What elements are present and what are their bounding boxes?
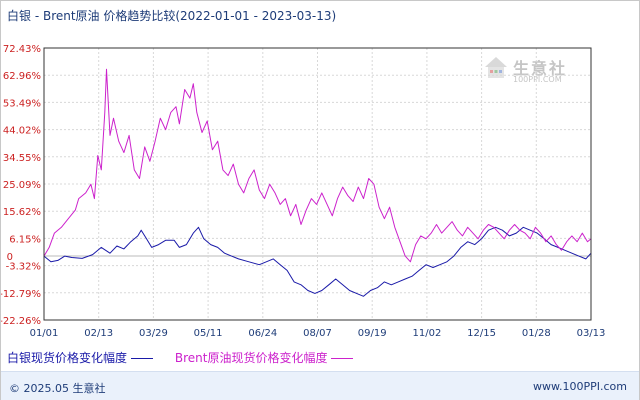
x-tick-label: 03/29 (139, 328, 168, 339)
legend-label-brent: Brent原油现货价格变化幅度 (174, 351, 328, 365)
legend-label-silver: 白银现货价格变化幅度 (7, 351, 128, 365)
y-tick-label: 6.15% (9, 234, 41, 245)
grid (43, 47, 592, 321)
y-tick-label: 53.49% (3, 98, 41, 109)
series-line-silver (43, 226, 592, 297)
legend-swatch-silver (131, 358, 154, 359)
series-lines (43, 68, 592, 297)
y-tick-label: 15.62% (3, 207, 41, 218)
y-tick-label: 62.96% (3, 71, 41, 82)
x-tick-label: 01/28 (522, 328, 551, 339)
x-tick-label: 08/07 (303, 328, 332, 339)
house-icon (485, 57, 507, 78)
x-tick-label: 03/13 (577, 328, 606, 339)
y-tick-label: 72.43% (3, 44, 41, 55)
watermark-logo: 生意社 100PPI.COM (483, 55, 565, 85)
legend-item-silver: 白银现货价格变化幅度 (7, 349, 154, 366)
plot-area-border (43, 47, 592, 321)
y-tick-label: -22.26% (1, 316, 41, 327)
y-tick-label: -3.32% (6, 262, 41, 273)
watermark-title: 生意社 (513, 59, 568, 78)
legend-item-brent: Brent原油现货价格变化幅度 (175, 349, 354, 366)
x-tick-label: 12/15 (467, 328, 496, 339)
zero-label: 0 (7, 252, 13, 263)
chart-title: 白银 - Brent原油 价格趋势比较(2022-01-01 - 2023-03… (7, 9, 337, 23)
legend-swatch-brent (331, 358, 354, 359)
x-tick-label: 09/19 (358, 328, 387, 339)
x-tick-label: 11/02 (412, 328, 441, 339)
series-line-brent (43, 68, 592, 263)
y-axis-ticks: 72.43% 62.96% 53.49% 44.02% 34.55% 25.09% 15.6… (1, 44, 41, 327)
y-tick-label: -12.79% (1, 289, 41, 300)
footer-copyright: © 2025.05 生意社 (9, 382, 106, 395)
y-tick-label: 44.02% (3, 126, 41, 137)
y-tick-label: 25.09% (3, 180, 41, 191)
y-tick-label: 34.55% (3, 153, 41, 164)
x-tick-label: 06/24 (248, 328, 277, 339)
footer: © 2025.05 生意社 www.100PPI.com (1, 371, 639, 400)
x-tick-label: 01/01 (30, 328, 59, 339)
line-chart: 72.43% 62.96% 53.49% 44.02% 34.55% 25.09% 15.6… (1, 44, 606, 339)
x-tick-label: 02/13 (84, 328, 113, 339)
footer-url[interactable]: www.100PPI.com (533, 380, 627, 393)
x-tick-label: 05/11 (194, 328, 223, 339)
legend: 白银现货价格变化幅度 Brent原油现货价格变化幅度 (7, 349, 371, 366)
x-axis-ticks: 01/01 02/13 03/29 05/11 06/24 08/07 09/19 11/02… (30, 328, 606, 339)
watermark-url: 100PPI.COM (513, 75, 562, 84)
